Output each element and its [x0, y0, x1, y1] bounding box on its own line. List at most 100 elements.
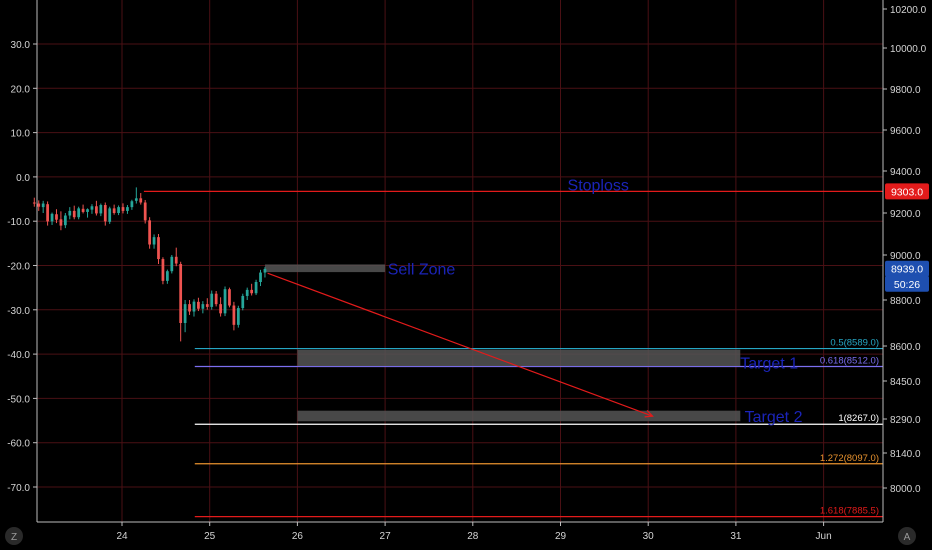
fib-level-label: 1.618(7885.5)	[820, 506, 879, 517]
x-axis-tick: 24	[116, 531, 128, 542]
x-axis-tick: 25	[204, 531, 216, 542]
right-axis-tick: 9200.0	[890, 209, 921, 220]
candle-body	[134, 198, 138, 201]
x-axis-tick: 30	[643, 531, 655, 542]
candle-body	[250, 289, 254, 294]
right-axis-tick: 8000.0	[890, 484, 921, 495]
left-axis-tick: 0.0	[16, 173, 30, 184]
candle-body	[161, 259, 165, 281]
price-tag-bg	[885, 260, 929, 277]
left-axis-tick: 20.0	[11, 84, 31, 95]
right-axis-tick: 9600.0	[890, 126, 921, 137]
zones	[264, 264, 741, 422]
candle-body	[139, 198, 143, 203]
price-tag-bg	[885, 275, 929, 292]
candle-body	[165, 271, 169, 281]
x-axis-tick: Jun	[816, 531, 832, 542]
fib-level-label: 1.272(8097.0)	[820, 453, 879, 464]
candle-body	[210, 293, 214, 307]
annotation-text: Target 2	[745, 409, 803, 426]
x-axis-tick: 27	[380, 531, 392, 542]
fib-level-label: 0.618(8512.0)	[820, 356, 879, 367]
candle-body	[130, 201, 134, 208]
right-axis-tick: 9400.0	[890, 167, 921, 178]
price-tags: 9303.0 8939.0 50:26	[885, 183, 929, 292]
candle-body	[50, 213, 54, 222]
right-axis-tick: 10000.0	[890, 44, 927, 55]
trend-arrow	[267, 272, 654, 418]
candle-body	[192, 301, 196, 312]
right-axis-tick: 8600.0	[890, 342, 921, 353]
candle-body	[90, 206, 94, 210]
candle-body	[170, 256, 174, 272]
right-axis-tick: 9000.0	[890, 251, 921, 262]
right-axis-tick: 10200.0	[890, 5, 927, 16]
candle-body	[81, 208, 85, 212]
candle-body	[143, 202, 147, 221]
candle-body	[174, 256, 178, 264]
trend-arrow-line	[267, 272, 653, 417]
button-label: Z	[11, 532, 17, 543]
left-axis-tick: -70.0	[7, 483, 30, 494]
candle-body	[32, 202, 36, 204]
candle-body	[108, 208, 112, 222]
candles	[32, 187, 267, 342]
button-label: A	[904, 532, 911, 543]
candle-body	[241, 295, 245, 309]
left-axis-tick: -60.0	[7, 439, 30, 450]
candle-body	[254, 282, 258, 294]
candle-body	[112, 208, 116, 213]
x-axis-tick: 28	[467, 531, 479, 542]
x-axis-tick: 31	[730, 531, 742, 542]
candle-body	[263, 268, 267, 273]
axes: 30.0 20.0 10.0 0.0 -10.0 -20.0 -30.0 -40.0 -50.0…	[7, 0, 927, 542]
candle-body	[126, 207, 129, 211]
left-axis-tick: -20.0	[7, 262, 30, 273]
candle-body	[232, 305, 236, 325]
candle-body	[117, 207, 120, 213]
left-axis-tick: -30.0	[7, 306, 30, 317]
annotations: Stoploss Sell Zone Target 1 Target 2	[388, 177, 803, 426]
zone-rect	[297, 410, 741, 422]
button-circle	[898, 527, 916, 545]
fib-level-label: 0.5(8589.0)	[830, 338, 879, 349]
candle-body	[41, 203, 45, 208]
right-axis-tick: 9800.0	[890, 85, 921, 96]
right-axis-tick: 8800.0	[890, 296, 921, 307]
fib-levels: 0.5(8589.0) 0.618(8512.0) 1(8267.0) 1.272(8…	[194, 338, 883, 518]
candle-body	[223, 289, 227, 314]
annotation-text: Target 1	[740, 355, 798, 372]
button-circle	[5, 527, 23, 545]
price-tag-text: 9303.0	[891, 186, 923, 198]
zone-rect	[297, 349, 741, 367]
right-axis-tick: 8140.0	[890, 449, 921, 460]
log-scale-toggle-button[interactable]: Z	[5, 527, 23, 545]
annotation-text: Stoploss	[568, 177, 629, 194]
candle-body	[37, 203, 41, 207]
candle-body	[59, 219, 63, 226]
candle-body	[152, 237, 156, 245]
auto-scale-toggle-button[interactable]: A	[898, 527, 916, 545]
left-axis-tick: -50.0	[7, 394, 30, 405]
x-axis-tick: 26	[292, 531, 304, 542]
candle-body	[103, 205, 107, 222]
left-axis-tick: -40.0	[7, 350, 30, 361]
zone-rect	[264, 264, 386, 273]
candle-body	[86, 209, 89, 212]
candle-body	[46, 204, 49, 222]
candle-body	[95, 206, 98, 214]
candle-body	[121, 207, 125, 211]
right-axis-tick: 8290.0	[890, 415, 921, 426]
candle-body	[214, 293, 218, 305]
candle-body	[228, 289, 231, 306]
left-axis-tick: -10.0	[7, 217, 30, 228]
left-axis-tick: 10.0	[11, 129, 31, 140]
candle-body	[201, 304, 205, 309]
fib-level-label: 1(8267.0)	[838, 413, 879, 424]
candle-body	[188, 304, 191, 312]
candle-body	[77, 208, 81, 218]
candle-body	[148, 220, 152, 245]
candle-body	[245, 289, 249, 296]
